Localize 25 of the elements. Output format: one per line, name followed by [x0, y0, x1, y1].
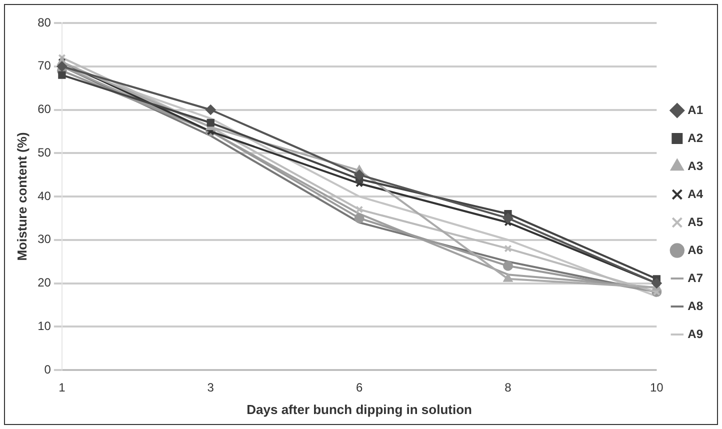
x-axis-title: Days after bunch dipping in solution — [246, 402, 472, 417]
x-tick-label: 8 — [504, 380, 512, 395]
legend-label: A5 — [688, 214, 704, 229]
legend-label: A7 — [688, 270, 704, 285]
y-tick-label: 30 — [38, 232, 52, 246]
y-tick-label: 0 — [44, 362, 52, 376]
y-tick-label: 70 — [38, 58, 52, 73]
x-tick-label: 3 — [207, 380, 214, 395]
y-tick-label: 10 — [38, 318, 52, 333]
legend-label: A1 — [688, 102, 704, 117]
y-tick-label: 50 — [38, 145, 52, 160]
y-tick-label: 60 — [38, 102, 52, 116]
x-tick-label: 1 — [58, 380, 66, 395]
legend-label: A3 — [688, 158, 704, 173]
legend-label: A4 — [688, 186, 704, 201]
legend-label: A2 — [688, 130, 704, 145]
legend-label: A9 — [688, 326, 704, 341]
y-tick-label: 20 — [38, 276, 52, 290]
x-tick-label: 10 — [650, 380, 664, 395]
legend-label: A8 — [688, 298, 704, 313]
legend-label: A6 — [688, 242, 704, 257]
y-axis-title: Moisture content (%) — [14, 132, 30, 261]
y-tick-label: 80 — [38, 15, 52, 30]
y-tick-label: 40 — [38, 188, 52, 203]
x-tick-label: 6 — [356, 380, 363, 395]
